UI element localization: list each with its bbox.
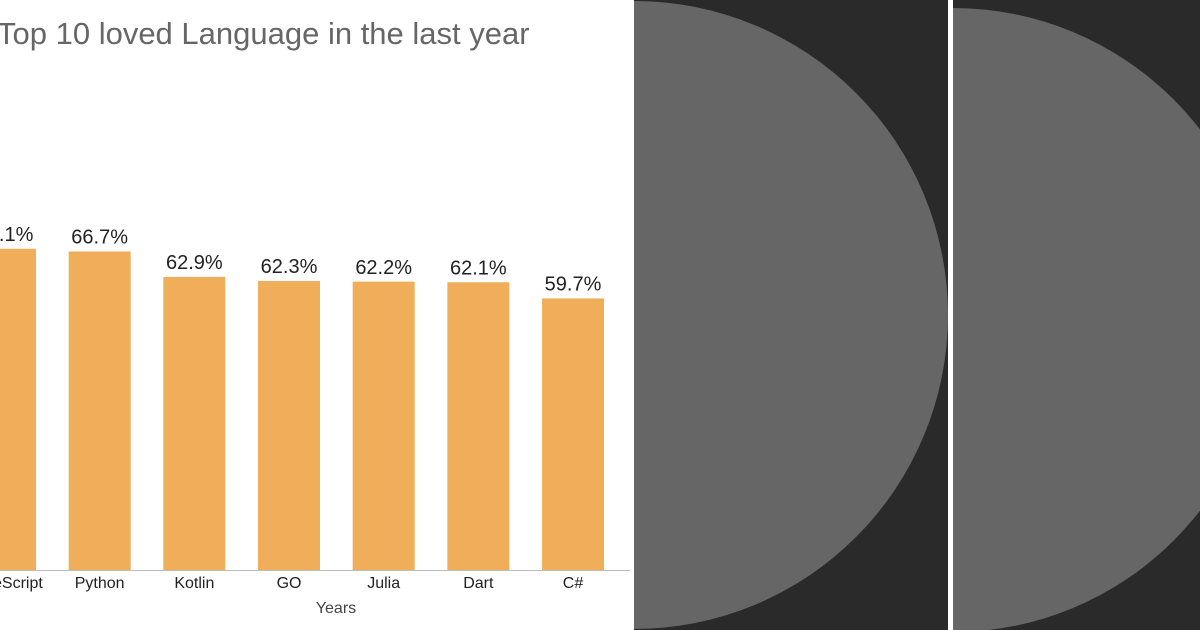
value-label: 62.1% (450, 258, 507, 280)
half-circle (634, 1, 948, 629)
value-label: 62.3% (261, 256, 318, 278)
chart: Top 10 loved Language in the last year Y… (0, 16, 630, 617)
x-tick-label: Dart (463, 575, 494, 592)
bar (0, 248, 36, 570)
value-label: 59.7% (545, 274, 602, 296)
x-axis-title: Years (316, 600, 356, 617)
bar (68, 251, 131, 570)
x-tick-label: TypeScript (0, 575, 43, 592)
bar (258, 280, 321, 570)
x-tick-label: Python (75, 575, 125, 592)
x-tick-label: Kotlin (174, 575, 214, 592)
bar (542, 298, 605, 570)
value-label: 66.7% (71, 227, 128, 249)
chart-title: Top 10 loved Language in the last year (0, 16, 530, 51)
value-label: 62.2% (355, 257, 412, 279)
value-label: 67.1% (0, 224, 34, 246)
bar (447, 282, 510, 570)
bar (352, 281, 415, 570)
x-tick-label: GO (277, 575, 302, 592)
side-panels (634, 0, 1200, 630)
value-label: 62.9% (166, 252, 223, 274)
bar (163, 276, 226, 570)
x-tick-label: Julia (367, 575, 400, 592)
x-tick-label: C# (563, 575, 584, 592)
divider (948, 0, 953, 630)
half-circle (953, 8, 1200, 630)
